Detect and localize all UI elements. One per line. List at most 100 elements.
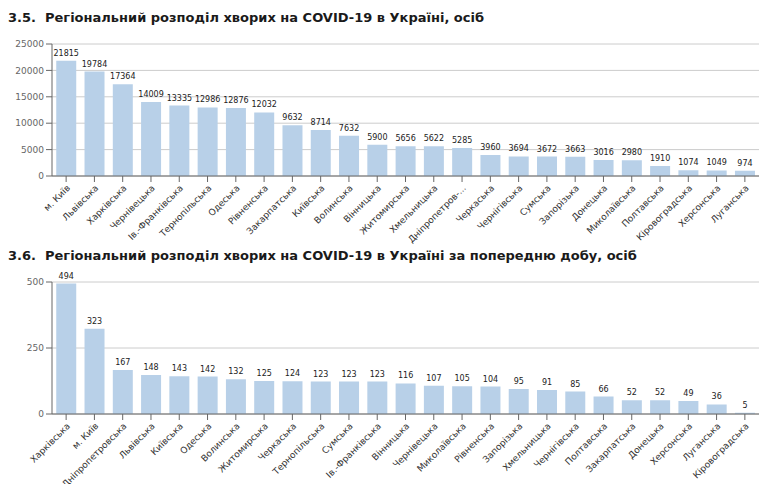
svg-text:0: 0 — [38, 171, 44, 181]
svg-text:Ів.-Франківська: Ів.-Франківська — [126, 182, 186, 242]
svg-text:Кіровоградська: Кіровоградська — [691, 421, 751, 481]
svg-text:Харківська: Харківська — [84, 182, 129, 227]
svg-text:494: 494 — [59, 272, 74, 281]
svg-text:Харківська: Харківська — [28, 421, 72, 465]
svg-text:12876: 12876 — [223, 96, 248, 105]
svg-text:Рівненська: Рівненська — [452, 420, 497, 465]
svg-text:Житомирська: Житомирська — [358, 183, 412, 237]
svg-text:66: 66 — [598, 385, 608, 394]
svg-text:10000: 10000 — [15, 118, 44, 128]
svg-text:Чернівецька: Чернівецька — [390, 420, 440, 470]
svg-text:107: 107 — [426, 374, 441, 383]
svg-text:125: 125 — [257, 369, 272, 378]
svg-text:132: 132 — [228, 367, 243, 376]
svg-text:Чернівецька: Чернівецька — [108, 182, 157, 232]
svg-text:5000: 5000 — [21, 145, 44, 155]
svg-text:5285: 5285 — [452, 136, 472, 145]
svg-text:19784: 19784 — [82, 60, 107, 69]
svg-text:Волинська: Волинська — [312, 182, 355, 226]
svg-text:116: 116 — [398, 371, 413, 380]
svg-text:124: 124 — [285, 369, 300, 378]
svg-text:Хмельницька: Хмельницька — [388, 183, 440, 235]
svg-text:3672: 3672 — [537, 145, 557, 154]
svg-text:0: 0 — [38, 409, 44, 419]
svg-text:49: 49 — [683, 389, 693, 398]
svg-text:21815: 21815 — [54, 49, 79, 58]
svg-text:Миколаївська: Миколаївська — [585, 183, 638, 236]
svg-text:3663: 3663 — [565, 145, 585, 154]
svg-text:974: 974 — [737, 159, 752, 168]
svg-text:14009: 14009 — [138, 90, 163, 99]
svg-text:Вінницька: Вінницька — [341, 182, 384, 225]
svg-text:3960: 3960 — [480, 143, 500, 152]
svg-text:17364: 17364 — [110, 72, 135, 81]
svg-text:Рівненська: Рівненська — [226, 182, 270, 227]
svg-text:36: 36 — [712, 392, 722, 401]
svg-text:Полтавська: Полтавська — [619, 182, 666, 229]
svg-text:52: 52 — [627, 388, 637, 397]
svg-text:Дніпропетров-...: Дніпропетров-... — [406, 182, 468, 245]
svg-text:8714: 8714 — [311, 118, 331, 127]
svg-text:1910: 1910 — [650, 154, 670, 163]
svg-text:Черкаська: Черкаська — [454, 182, 497, 225]
svg-text:2980: 2980 — [622, 148, 642, 157]
svg-text:500: 500 — [27, 277, 44, 287]
svg-text:95: 95 — [514, 377, 524, 386]
svg-text:Хмельницька: Хмельницька — [501, 421, 553, 473]
svg-text:15000: 15000 — [15, 92, 44, 102]
svg-text:1049: 1049 — [707, 158, 727, 167]
svg-text:Запорізька: Запорізька — [537, 182, 582, 227]
svg-text:Закарпатська: Закарпатська — [584, 421, 638, 475]
svg-text:5622: 5622 — [424, 134, 444, 143]
svg-text:Чернігівська: Чернігівська — [531, 420, 582, 470]
svg-text:91: 91 — [542, 378, 552, 387]
svg-text:105: 105 — [455, 374, 470, 383]
svg-text:Черкаська: Черкаська — [256, 420, 299, 463]
svg-text:Волинська: Волинська — [199, 420, 242, 464]
svg-text:Луганська: Луганська — [680, 420, 723, 463]
svg-text:20000: 20000 — [15, 66, 44, 76]
svg-text:Ів.-Франківська: Ів.-Франківська — [324, 420, 384, 480]
svg-text:Львівська: Львівська — [117, 421, 157, 461]
svg-text:Миколаївська: Миколаївська — [415, 421, 468, 474]
svg-text:7632: 7632 — [339, 124, 359, 133]
svg-text:5900: 5900 — [367, 133, 387, 142]
svg-text:5: 5 — [742, 401, 747, 410]
svg-text:323: 323 — [87, 317, 102, 326]
svg-text:1074: 1074 — [678, 158, 698, 167]
svg-text:143: 143 — [172, 364, 187, 373]
svg-text:85: 85 — [570, 380, 580, 389]
svg-text:Вінницька: Вінницька — [369, 420, 412, 463]
svg-text:104: 104 — [483, 375, 498, 384]
svg-text:Тернопільська: Тернопільська — [157, 183, 213, 239]
svg-text:52: 52 — [655, 388, 665, 397]
svg-text:Кіровоградська: Кіровоградська — [634, 182, 695, 243]
svg-text:25000: 25000 — [15, 39, 44, 49]
svg-text:5656: 5656 — [395, 134, 415, 143]
svg-text:Донецька: Донецька — [626, 420, 666, 461]
svg-text:Донецька: Донецька — [569, 182, 610, 223]
svg-text:123: 123 — [370, 370, 385, 379]
svg-text:Полтавська: Полтавська — [563, 420, 610, 467]
svg-text:123: 123 — [313, 370, 328, 379]
svg-text:Тернопільська: Тернопільська — [270, 421, 326, 477]
svg-text:123: 123 — [341, 370, 356, 379]
svg-text:Запорізька: Запорізька — [480, 420, 525, 465]
svg-text:250: 250 — [27, 343, 44, 353]
svg-text:3694: 3694 — [509, 144, 529, 153]
svg-text:12986: 12986 — [195, 95, 220, 104]
svg-text:3016: 3016 — [593, 148, 613, 157]
svg-text:142: 142 — [200, 365, 215, 374]
svg-text:9632: 9632 — [282, 113, 302, 122]
svg-text:Луганська: Луганська — [709, 183, 751, 225]
svg-text:167: 167 — [115, 358, 130, 367]
svg-text:Херсонська: Херсонська — [648, 420, 695, 467]
svg-text:Закарпатська: Закарпатська — [245, 183, 299, 237]
svg-text:Житомирська: Житомирська — [216, 421, 270, 475]
svg-text:Херсонська: Херсонська — [676, 182, 723, 229]
svg-text:12032: 12032 — [251, 100, 276, 109]
svg-text:13335: 13335 — [167, 94, 192, 103]
svg-text:148: 148 — [143, 363, 158, 372]
svg-text:Чернігівська: Чернігівська — [475, 183, 524, 232]
svg-text:Львівська: Львівська — [60, 182, 101, 223]
